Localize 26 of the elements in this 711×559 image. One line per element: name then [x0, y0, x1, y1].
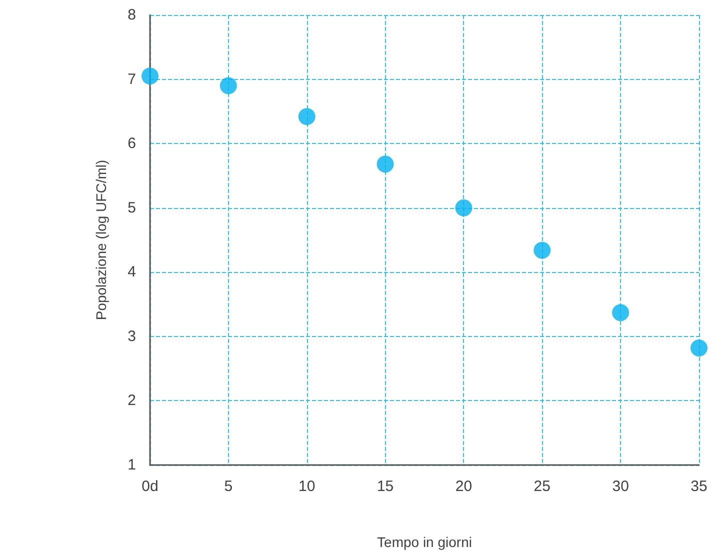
- y-tick-label: 4: [128, 264, 136, 281]
- y-tick-label: 1: [128, 456, 136, 474]
- point: [612, 304, 630, 322]
- x-tick-label: 20: [455, 478, 472, 495]
- x-tick-label: 0d: [142, 478, 158, 495]
- y-tick-label: 2: [128, 392, 136, 410]
- y-tick-label: 3: [128, 328, 136, 345]
- point: [534, 242, 551, 259]
- point: [690, 340, 708, 356]
- x-axis-title: Tempo in giorni: [377, 534, 472, 550]
- y-tick-label: 6: [128, 135, 136, 152]
- y-tick-label: 8: [128, 6, 136, 24]
- y-axis-title: Popolazione (log UFC/ml): [93, 160, 109, 320]
- point: [142, 68, 158, 85]
- x-tick-label: 10: [298, 478, 316, 495]
- x-tick-label: 35: [690, 478, 708, 495]
- point: [455, 199, 472, 216]
- point: [376, 156, 394, 173]
- x-tick-label: 15: [376, 478, 394, 495]
- y-tick-label: 5: [128, 199, 136, 216]
- y-tick-label: 7: [128, 70, 136, 88]
- point: [298, 108, 316, 126]
- x-tick-label: 5: [224, 478, 233, 495]
- x-tick-label: 30: [612, 478, 629, 495]
- x-tick-label: 25: [534, 478, 550, 495]
- point: [220, 77, 237, 94]
